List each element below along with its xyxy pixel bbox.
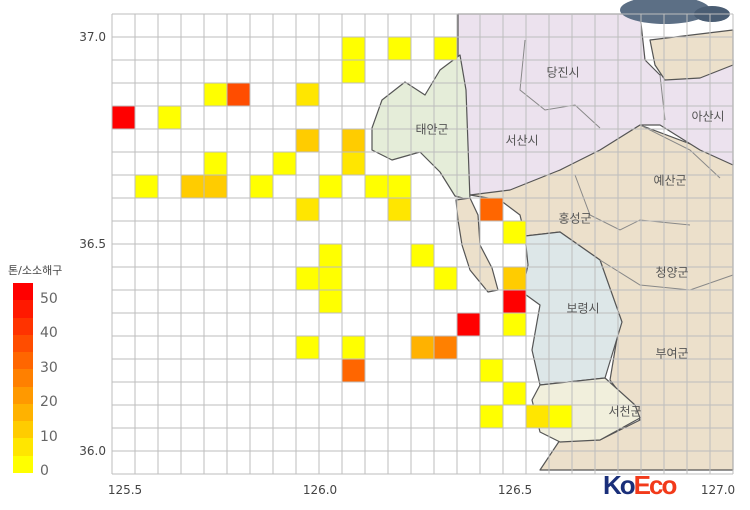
heatmap-cell [319, 244, 342, 267]
legend-tick: 0 [40, 463, 49, 479]
colorbar-step [13, 438, 33, 456]
heatmap-cell [181, 175, 204, 198]
region-label-hongseong: 홍성군 [558, 211, 592, 226]
heatmap-cell [503, 382, 526, 405]
y-tick-label: 36.5 [79, 237, 106, 251]
heatmap-cell [158, 106, 181, 129]
heatmap-cell [503, 313, 526, 336]
logo-text: Ko [603, 470, 636, 500]
y-tick-label: 36.0 [79, 444, 106, 458]
legend-tick: 30 [40, 360, 58, 376]
colorbar-step [13, 334, 33, 353]
colorbar-step [13, 386, 33, 404]
heatmap-cell [204, 152, 227, 175]
heatmap-cell [342, 152, 365, 175]
region-label-dangjin: 당진시 [546, 65, 580, 80]
y-tick-label: 37.0 [79, 30, 106, 44]
heatmap-cell [319, 175, 342, 198]
heatmap-cell [388, 198, 411, 221]
heatmap-cell [480, 405, 503, 428]
heatmap-cells [112, 37, 572, 428]
region-label-boryeong: 보령시 [566, 301, 600, 316]
heatmap-cell [204, 175, 227, 198]
heatmap-cell [319, 290, 342, 313]
grid-lines [111, 13, 734, 475]
heatmap-cell [503, 290, 526, 313]
x-tick-label: 126.0 [302, 483, 338, 497]
heatmap-cell [227, 83, 250, 106]
heatmap-cell [273, 152, 296, 175]
region-label-seocheon: 서천군 [608, 404, 642, 419]
heatmap-cell [342, 336, 365, 359]
heatmap-cell [296, 83, 319, 106]
heatmap-cell [296, 198, 319, 221]
heatmap-cell [296, 129, 319, 152]
heatmap-cell [457, 313, 480, 336]
heatmap-cell [296, 336, 319, 359]
heatmap-cell [250, 175, 273, 198]
heatmap-cell [388, 175, 411, 198]
colorbar-step [13, 403, 33, 422]
heatmap-cell [549, 405, 572, 428]
x-tick-label: 125.5 [107, 483, 143, 497]
region-taean [371, 54, 471, 201]
heatmap-cell [342, 129, 365, 152]
heatmap-cell [365, 175, 388, 198]
x-tick-label: 126.5 [497, 483, 533, 497]
legend-tick: 20 [40, 394, 58, 410]
legend-tick: 50 [40, 291, 58, 307]
region-label-seosan: 서산시 [505, 133, 539, 148]
colorbar-step [13, 317, 33, 335]
heatmap-cell [434, 37, 457, 60]
legend-tick: 40 [40, 325, 58, 341]
legend-title: 톤/소소해구 [8, 264, 63, 277]
colorbar-step [13, 421, 33, 439]
heatmap-cell [434, 267, 457, 290]
heatmap-cell [112, 106, 135, 129]
sea-creature-illustration [620, 0, 730, 24]
legend-tick: 10 [40, 429, 58, 445]
region-label-taean: 태안군 [415, 122, 449, 137]
colorbar-step [13, 352, 33, 370]
heatmap-cell [526, 405, 549, 428]
heatmap-cell [296, 267, 319, 290]
heatmap-cell [342, 60, 365, 83]
heatmap-cell [342, 37, 365, 60]
heatmap-cell [480, 359, 503, 382]
x-tick-label: 127.0 [700, 483, 736, 497]
heatmap-cell [411, 336, 434, 359]
colorbar [13, 283, 33, 473]
heatmap-cell [388, 37, 411, 60]
heatmap-cell [503, 267, 526, 290]
region-label-asan: 아산시 [691, 109, 725, 124]
heatmap-cell [204, 83, 227, 106]
region-label-yesan: 예산군 [653, 173, 687, 188]
colorbar-step [13, 455, 33, 473]
heatmap-cell [135, 175, 158, 198]
region-label-cheongyang: 청양군 [655, 265, 689, 280]
land-layer [371, 13, 734, 471]
koeco-logo: KoEco [603, 470, 678, 501]
logo-text: Eco [633, 470, 678, 500]
region-label-buyeo: 부여군 [655, 346, 689, 361]
heatmap-cell [319, 267, 342, 290]
heatmap-cell [342, 359, 365, 382]
heatmap-cell [503, 221, 526, 244]
heatmap-cell [480, 198, 503, 221]
heatmap-cell [411, 244, 434, 267]
heatmap-cell [434, 336, 457, 359]
colorbar-step [13, 369, 33, 387]
colorbar-step [13, 300, 33, 318]
colorbar-step [13, 283, 33, 301]
